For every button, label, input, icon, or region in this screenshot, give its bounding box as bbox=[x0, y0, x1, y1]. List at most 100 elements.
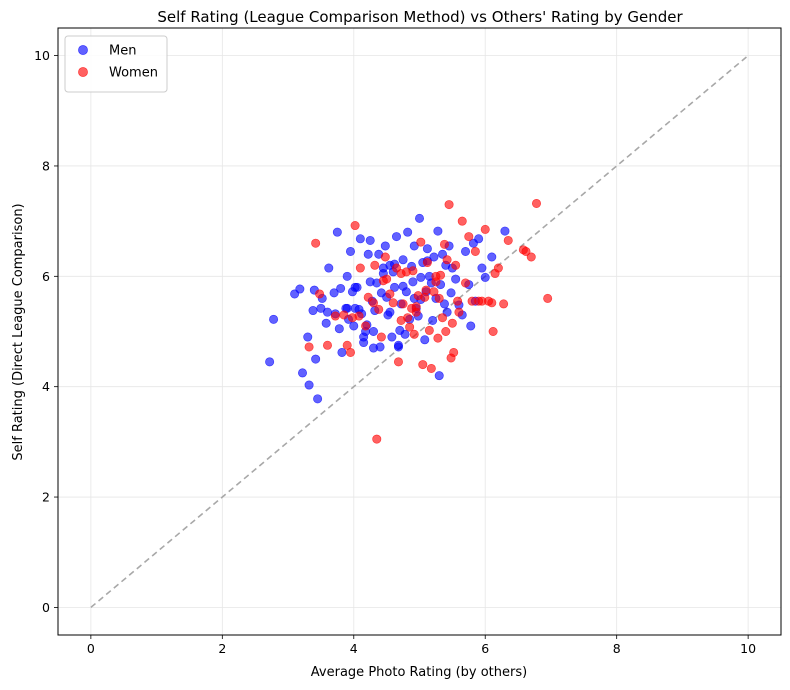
men-point bbox=[387, 332, 397, 342]
men-point bbox=[298, 368, 308, 378]
women-point bbox=[361, 321, 371, 331]
men-point bbox=[329, 288, 339, 298]
women-point bbox=[372, 434, 382, 444]
women-point bbox=[436, 270, 446, 280]
legend: Men Women bbox=[64, 35, 168, 93]
men-point bbox=[265, 357, 275, 367]
x-tick-label: 4 bbox=[350, 641, 358, 656]
women-point bbox=[422, 258, 432, 268]
men-point bbox=[403, 227, 413, 237]
men-point bbox=[311, 354, 321, 364]
women-point bbox=[447, 318, 457, 328]
women-point bbox=[322, 340, 332, 350]
men-point bbox=[350, 282, 360, 292]
men-point bbox=[355, 234, 365, 244]
men-point bbox=[446, 288, 456, 298]
women-point bbox=[368, 298, 378, 308]
men-point bbox=[308, 306, 318, 316]
men-point bbox=[414, 213, 424, 223]
men-point bbox=[434, 371, 444, 381]
men-point bbox=[416, 272, 426, 282]
women-point bbox=[421, 285, 431, 295]
y-tick-label: 10 bbox=[34, 48, 50, 63]
women-point bbox=[304, 342, 314, 352]
women-point bbox=[442, 255, 452, 265]
women-point bbox=[370, 260, 380, 270]
women-point bbox=[396, 269, 406, 279]
legend-box bbox=[64, 35, 168, 93]
men-point bbox=[365, 277, 375, 287]
women-point bbox=[457, 216, 467, 226]
women-point bbox=[451, 260, 461, 270]
women-point bbox=[374, 304, 384, 314]
men-point bbox=[324, 263, 334, 273]
men-point bbox=[408, 277, 418, 287]
women-point bbox=[388, 298, 398, 308]
men-point bbox=[304, 380, 314, 390]
reference-line-group bbox=[90, 54, 749, 609]
women-point bbox=[355, 263, 365, 273]
women-point bbox=[345, 347, 355, 357]
men-point bbox=[368, 326, 378, 336]
y-tick-label: 4 bbox=[42, 379, 50, 394]
women-point bbox=[339, 310, 349, 320]
men-point bbox=[393, 342, 403, 352]
women-point bbox=[543, 293, 553, 303]
men-point bbox=[269, 314, 279, 324]
men-point bbox=[332, 227, 342, 237]
women-point bbox=[453, 296, 463, 306]
women-point bbox=[488, 326, 498, 336]
men-point bbox=[400, 329, 410, 339]
women-point bbox=[461, 278, 471, 288]
x-axis-label: Average Photo Rating (by others) bbox=[311, 665, 527, 680]
y-tick-label: 6 bbox=[42, 269, 50, 284]
women-point bbox=[382, 274, 392, 284]
men-point bbox=[375, 342, 385, 352]
women-point bbox=[330, 311, 340, 321]
men-point bbox=[466, 321, 476, 331]
women-point bbox=[493, 263, 503, 273]
women-point bbox=[449, 347, 459, 357]
ticks: 0 2 4 6 8 10 0 2 4 6 8 10 bbox=[34, 48, 756, 656]
men-point bbox=[409, 241, 419, 251]
men-point bbox=[439, 299, 449, 309]
men-point bbox=[433, 226, 443, 236]
women-point bbox=[393, 357, 403, 367]
men-point bbox=[321, 318, 331, 328]
women-point bbox=[454, 307, 464, 317]
women-point bbox=[531, 198, 541, 208]
women-point bbox=[363, 292, 373, 302]
x-tick-label: 2 bbox=[218, 641, 226, 656]
women-point bbox=[380, 252, 390, 262]
men-point bbox=[398, 255, 408, 265]
men-point bbox=[322, 307, 332, 317]
legend-label-women: Women bbox=[109, 66, 158, 81]
women-point bbox=[405, 322, 415, 332]
women-point bbox=[487, 298, 497, 308]
men-point bbox=[337, 347, 347, 357]
x-tick-label: 0 bbox=[87, 641, 95, 656]
men-point bbox=[420, 335, 430, 345]
women-point bbox=[444, 200, 454, 210]
men-point bbox=[336, 283, 346, 293]
men-point bbox=[429, 252, 439, 262]
men-point bbox=[365, 235, 375, 245]
women-point bbox=[470, 246, 480, 256]
women-point bbox=[311, 238, 321, 248]
women-point bbox=[376, 332, 386, 342]
men-point bbox=[345, 246, 355, 256]
men-point bbox=[380, 241, 390, 251]
women-point bbox=[426, 363, 436, 373]
plot-frame bbox=[57, 27, 782, 636]
women-point bbox=[464, 232, 474, 242]
men-point bbox=[391, 232, 401, 242]
points-group bbox=[265, 198, 553, 444]
men-point bbox=[334, 324, 344, 334]
women-point bbox=[315, 289, 325, 299]
men-point bbox=[316, 303, 326, 313]
women-point bbox=[398, 299, 408, 309]
y-tick-label: 8 bbox=[42, 158, 50, 173]
women-point bbox=[424, 325, 434, 335]
men-point bbox=[295, 284, 305, 294]
